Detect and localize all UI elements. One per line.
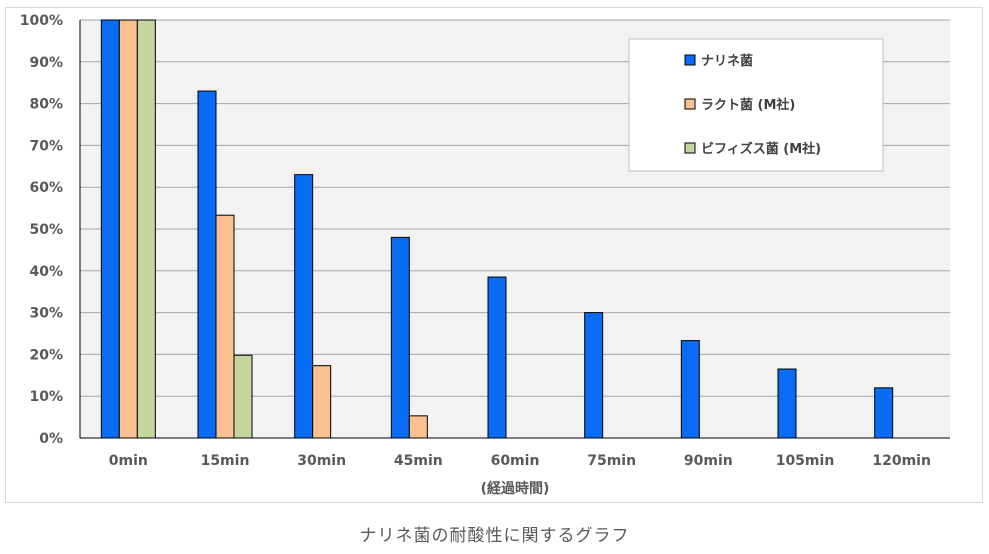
- bar-0min-series-3: [136, 19, 156, 439]
- bar-30min-series-1: [294, 174, 314, 439]
- x-tick-label: 75min: [587, 453, 636, 469]
- bar-120min-series-1: [874, 387, 894, 439]
- bar-90min-series-1: [680, 340, 700, 439]
- bar-60min-series-1: [487, 276, 507, 439]
- x-axis-ticks: 0min 15min 30min 45min 60min 75min 90min 105min…: [109, 453, 931, 469]
- bars: [100, 19, 894, 439]
- x-tick-label: 15min: [201, 453, 250, 469]
- legend-swatch: [684, 142, 696, 154]
- y-tick-label: 10%: [29, 389, 63, 405]
- legend-swatch: [684, 54, 696, 66]
- legend-box: [628, 38, 884, 172]
- bar-chart: 0% 10% 20% 30% 40% 50% 60% 70% 80% 90% 100% 0min 15…: [20, 13, 950, 497]
- y-tick-label: 100%: [20, 13, 63, 29]
- legend-label: ラクト菌 (M社): [701, 97, 795, 113]
- x-tick-label: 45min: [394, 453, 443, 469]
- x-tick-label: 30min: [297, 453, 346, 469]
- x-tick-label: 60min: [491, 453, 540, 469]
- legend-label: ビフィズス菌 (M社): [701, 141, 821, 157]
- gridlines: [80, 19, 950, 397]
- bar-15min-series-2: [215, 214, 235, 439]
- bar-15min-series-3: [233, 354, 253, 439]
- figure-caption: ナリネ菌の耐酸性に関するグラフ: [359, 526, 630, 546]
- bar-105min-series-1: [777, 368, 797, 439]
- x-tick-label: 0min: [109, 453, 148, 469]
- bar-0min-series-2: [118, 19, 138, 439]
- x-tick-label: 90min: [684, 453, 733, 469]
- x-tick-label: 105min: [776, 453, 835, 469]
- x-tick-label: 120min: [872, 453, 931, 469]
- y-tick-label: 20%: [29, 347, 63, 363]
- bar-45min-series-2: [408, 415, 428, 439]
- bar-75min-series-1: [584, 312, 604, 439]
- y-tick-label: 30%: [29, 306, 63, 322]
- legend-swatch: [684, 98, 696, 110]
- y-tick-label: 50%: [29, 222, 63, 238]
- y-tick-label: 80%: [29, 97, 63, 113]
- y-tick-label: 90%: [29, 55, 63, 71]
- bar-0min-series-1: [100, 19, 120, 439]
- bar-15min-series-1: [197, 90, 217, 439]
- bar-30min-series-2: [312, 365, 332, 439]
- y-tick-label: 60%: [29, 180, 63, 196]
- y-tick-label: 70%: [29, 138, 63, 154]
- y-tick-label: 40%: [29, 264, 63, 280]
- x-axis-label: (経過時間): [481, 480, 550, 497]
- bar-45min-series-1: [390, 236, 410, 439]
- y-axis-ticks: 0% 10% 20% 30% 40% 50% 60% 70% 80% 90% 100%: [20, 13, 63, 447]
- legend-label: ナリネ菌: [701, 53, 753, 69]
- y-tick-label: 0%: [39, 431, 63, 447]
